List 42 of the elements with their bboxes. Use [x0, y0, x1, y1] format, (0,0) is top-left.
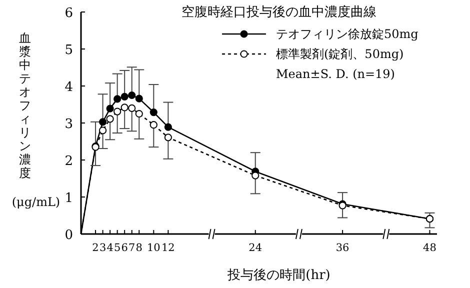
y-tick-label: 5	[64, 43, 73, 58]
point	[164, 123, 172, 131]
legend-label: 標準製剤(錠剤、50mg)	[276, 47, 404, 61]
point	[128, 104, 136, 112]
x-tick-label: 2	[92, 242, 99, 254]
text: 血漿中テオフィリン濃度(μg/mL)	[12, 31, 60, 209]
x-tick-label: 7	[128, 242, 136, 254]
point	[106, 104, 114, 112]
x-tick-label: 3	[99, 242, 106, 254]
point	[114, 108, 122, 116]
x-tick-label: 24	[248, 242, 262, 254]
point	[135, 110, 143, 118]
y-tick-label: 4	[64, 80, 73, 95]
x-tick-label: 8	[136, 242, 142, 254]
point	[120, 92, 128, 101]
x-tick-label: 48	[423, 242, 436, 254]
x-tick-label: 4	[106, 242, 114, 254]
point	[150, 108, 158, 116]
point	[114, 95, 122, 103]
y-tick-label: 1	[64, 191, 73, 206]
point	[252, 172, 260, 180]
x-axis-title: 投与後の時間(hr)	[226, 268, 330, 283]
chart-title: 空腹時経口投与後の血中濃度曲線	[182, 4, 376, 20]
x-tick-label: 36	[336, 242, 350, 254]
x-tick-label: 6	[121, 242, 128, 254]
point	[128, 91, 136, 100]
annotation: Mean±S. D. (n=19)	[276, 67, 395, 81]
point	[106, 115, 114, 123]
x-tick-label: 10	[146, 242, 160, 254]
point	[98, 126, 107, 134]
point	[120, 104, 128, 112]
x-tick-label: 12	[161, 242, 175, 254]
x-tick-label: 5	[114, 242, 121, 254]
y-tick-label: 0	[64, 228, 73, 243]
y-tick-label: 6	[64, 6, 73, 21]
point	[164, 134, 172, 142]
legend-label: テオフィリン徐放錠50mg	[276, 27, 419, 41]
point	[135, 94, 143, 102]
y-tick-label: 2	[64, 154, 73, 169]
point	[98, 118, 107, 126]
y-tick-label: 3	[64, 117, 73, 132]
point	[150, 121, 158, 129]
